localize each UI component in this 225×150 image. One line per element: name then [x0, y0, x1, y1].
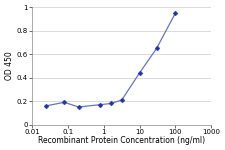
Y-axis label: OD 450: OD 450 [5, 52, 14, 80]
X-axis label: Recombinant Protein Concentration (ng/ml): Recombinant Protein Concentration (ng/ml… [38, 136, 205, 145]
